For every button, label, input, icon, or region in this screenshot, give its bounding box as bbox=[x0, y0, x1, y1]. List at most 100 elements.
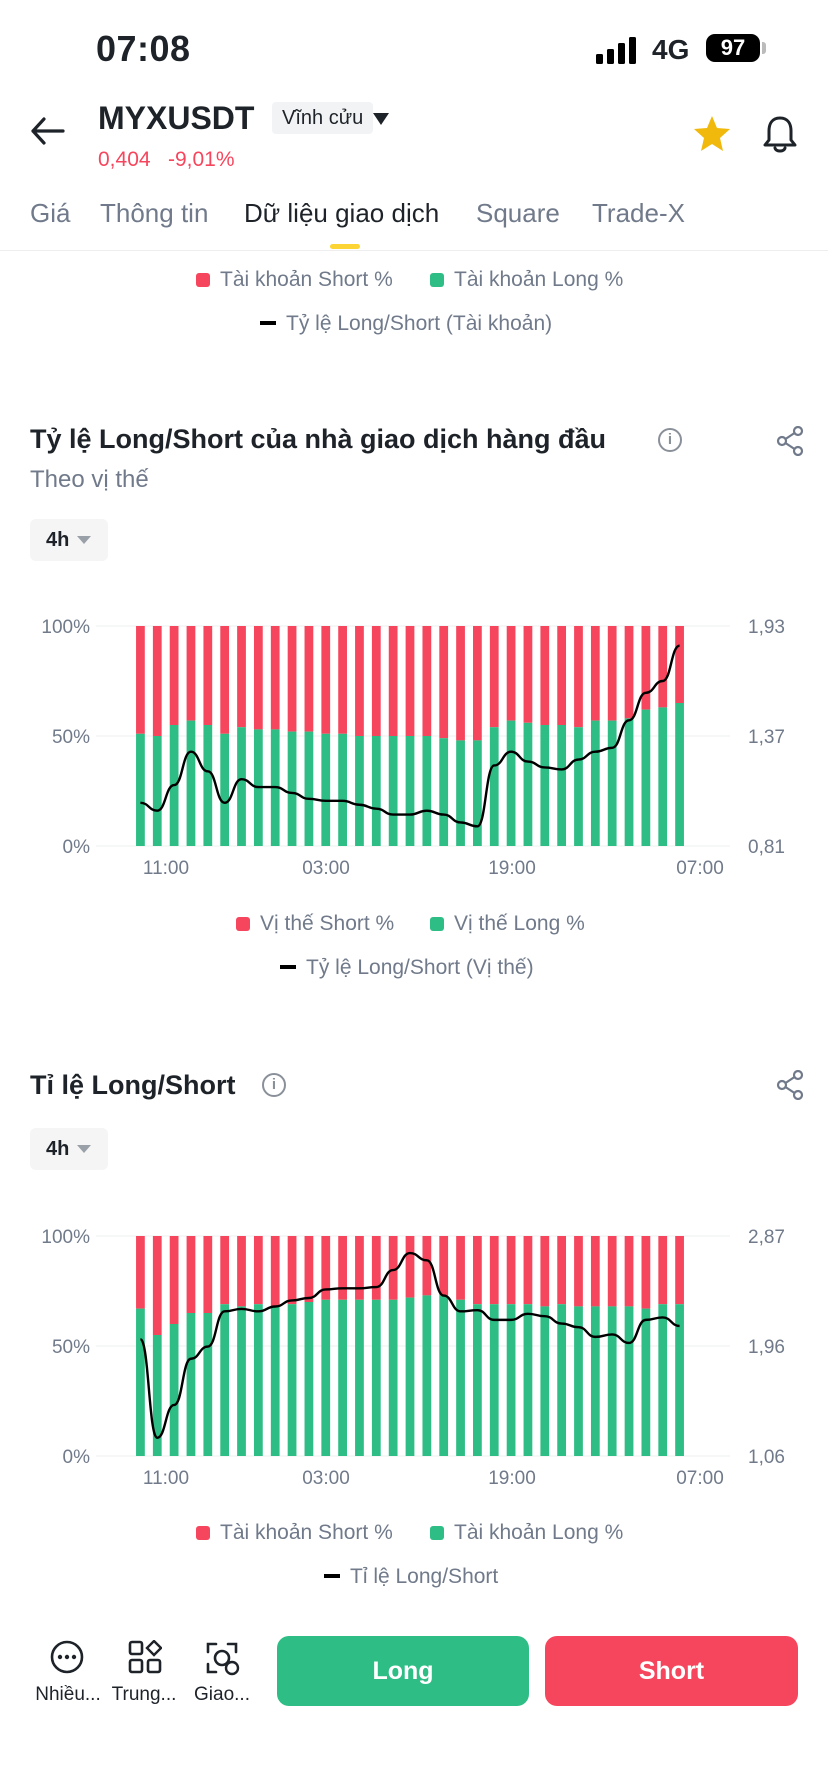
short-bar bbox=[169, 1236, 179, 1324]
long-bar bbox=[624, 1306, 634, 1456]
long-bar bbox=[355, 736, 364, 846]
long-bar bbox=[607, 720, 617, 846]
long-bar bbox=[489, 727, 499, 846]
long-bar bbox=[658, 707, 668, 846]
short-bar bbox=[270, 1236, 280, 1307]
symbol-title[interactable]: MYXUSDT bbox=[98, 100, 255, 136]
short-bar bbox=[338, 626, 347, 734]
long-bar bbox=[371, 1299, 381, 1456]
long-bar bbox=[321, 733, 331, 846]
long-bar bbox=[473, 1304, 482, 1456]
tab-trade-x[interactable]: Trade-X bbox=[592, 198, 685, 228]
short-bar bbox=[506, 1236, 516, 1305]
info-icon[interactable]: i bbox=[658, 428, 682, 452]
long-bar bbox=[304, 731, 314, 846]
status-bar: 07:08 4G 97 bbox=[0, 0, 828, 100]
more-icon[interactable] bbox=[50, 1640, 84, 1674]
long-bar bbox=[489, 1304, 499, 1456]
short-bar bbox=[590, 626, 600, 721]
short-bar bbox=[355, 1236, 364, 1300]
long-bar bbox=[641, 709, 651, 846]
long-bar bbox=[388, 736, 398, 846]
share-icon[interactable] bbox=[776, 426, 804, 456]
long-button[interactable]: Long bbox=[277, 1636, 529, 1706]
short-bar bbox=[287, 626, 297, 732]
symbol-dropdown-icon[interactable] bbox=[372, 112, 390, 126]
long-bar bbox=[675, 1304, 684, 1456]
x-tick: 07:00 bbox=[676, 858, 724, 879]
long-bar bbox=[270, 1306, 280, 1456]
long-bar bbox=[338, 733, 347, 846]
tab-trading-data[interactable]: Dữ liệu giao dịch bbox=[244, 198, 440, 228]
x-tick: 11:00 bbox=[143, 858, 189, 879]
tab-price[interactable]: Giá bbox=[30, 198, 71, 228]
bell-icon[interactable] bbox=[762, 114, 798, 154]
star-icon[interactable] bbox=[692, 114, 732, 152]
short-bar bbox=[371, 626, 381, 736]
info-icon[interactable]: i bbox=[262, 1073, 286, 1097]
short-bar bbox=[422, 626, 432, 736]
interval-dropdown[interactable]: 4h bbox=[30, 1128, 108, 1170]
y-right-tick: 0,81 bbox=[748, 837, 785, 858]
short-bar bbox=[304, 626, 314, 732]
y-left-tick: 100% bbox=[41, 617, 90, 638]
last-price: 0,404 bbox=[98, 148, 151, 171]
long-bar bbox=[422, 1295, 432, 1456]
short-bar bbox=[186, 626, 196, 721]
trade-icon[interactable] bbox=[204, 1640, 240, 1676]
short-bar bbox=[523, 1236, 533, 1305]
long-bar bbox=[253, 1304, 263, 1456]
short-bar bbox=[136, 626, 145, 734]
back-arrow-icon[interactable] bbox=[30, 116, 66, 146]
long-bar bbox=[557, 1304, 567, 1456]
center-label[interactable]: Trung... bbox=[111, 1684, 177, 1705]
short-bar bbox=[152, 1236, 162, 1335]
long-bar bbox=[220, 1304, 230, 1456]
long-bar bbox=[203, 1313, 213, 1456]
short-bar bbox=[338, 1236, 347, 1300]
legend-account-long: Tài khoản Long % bbox=[430, 1521, 623, 1545]
short-bar bbox=[658, 1236, 668, 1305]
long-bar bbox=[220, 733, 230, 846]
long-bar bbox=[203, 725, 213, 846]
short-bar bbox=[590, 1236, 600, 1307]
grid-icon[interactable] bbox=[128, 1640, 162, 1674]
long-bar bbox=[523, 1304, 533, 1456]
legend-position-ratio: Tỷ lệ Long/Short (Vị thế) bbox=[280, 956, 534, 980]
legend-position-short: Vị thế Short % bbox=[236, 912, 394, 936]
share-icon[interactable] bbox=[776, 1070, 804, 1100]
section-subtitle: Theo vị thế bbox=[30, 466, 149, 493]
long-bar bbox=[237, 727, 246, 846]
y-right-tick: 1,93 bbox=[748, 617, 785, 638]
legend-ratio: Tỷ lệ Long/Short (Tài khoản) bbox=[260, 312, 552, 336]
long-bar bbox=[473, 740, 482, 846]
tab-square[interactable]: Square bbox=[476, 198, 560, 228]
long-bar bbox=[388, 1299, 398, 1456]
short-bar bbox=[473, 1236, 482, 1305]
long-bar bbox=[186, 1313, 196, 1456]
short-bar bbox=[253, 626, 263, 730]
short-bar bbox=[388, 1236, 398, 1300]
short-button[interactable]: Short bbox=[545, 1636, 798, 1706]
short-bar bbox=[186, 1236, 196, 1313]
price-change: -9,01% bbox=[168, 148, 235, 171]
short-bar bbox=[523, 626, 533, 723]
trade-label[interactable]: Giao... bbox=[194, 1684, 250, 1705]
long-bar bbox=[287, 1304, 297, 1456]
interval-dropdown[interactable]: 4h bbox=[30, 519, 108, 561]
long-bar bbox=[590, 720, 600, 846]
long-bar bbox=[624, 718, 634, 846]
tab-info[interactable]: Thông tin bbox=[100, 198, 209, 228]
long-bar bbox=[321, 1299, 331, 1456]
long-bar bbox=[540, 1306, 550, 1456]
legend-account-ratio: Tỉ lệ Long/Short bbox=[324, 1565, 498, 1589]
short-bar bbox=[540, 1236, 550, 1307]
short-bar bbox=[405, 626, 415, 736]
more-label[interactable]: Nhiều... bbox=[35, 1684, 101, 1705]
short-bar bbox=[203, 1236, 213, 1313]
legend-short: Tài khoản Short % bbox=[196, 268, 393, 292]
short-bar bbox=[253, 1236, 263, 1305]
long-bar bbox=[675, 703, 684, 846]
short-bar bbox=[439, 626, 449, 739]
short-bar bbox=[270, 626, 280, 730]
